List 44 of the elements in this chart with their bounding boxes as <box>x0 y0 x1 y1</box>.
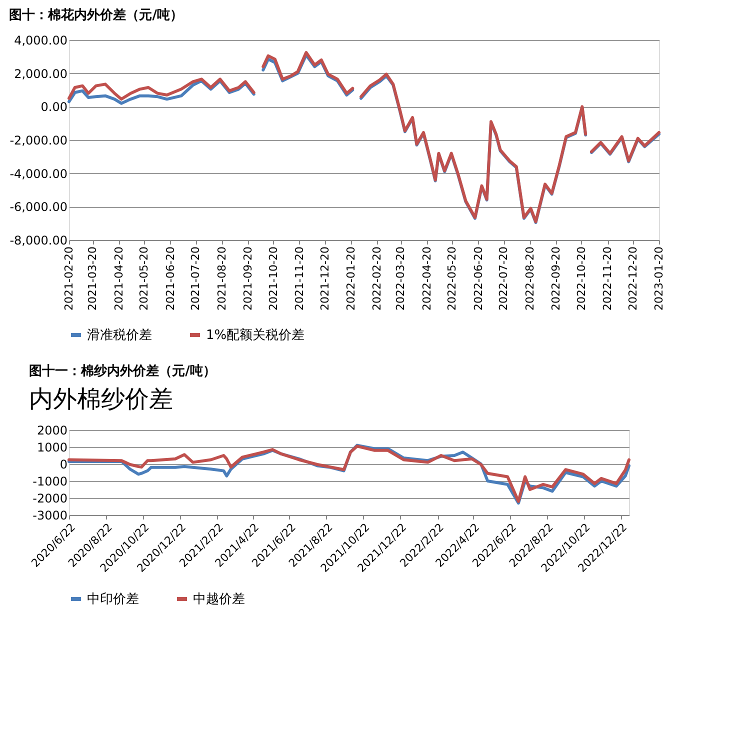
y-tick-label: -6,000.00 <box>10 200 68 214</box>
y-tick-label: 1000 <box>36 440 68 454</box>
x-tick-label: 2022-03-20 <box>394 246 408 310</box>
x-tick-label: 2021-07-20 <box>189 246 202 310</box>
y-tick-label: 2,000.00 <box>14 66 68 81</box>
x-tick-label: 2022-06-20 <box>472 246 485 310</box>
x-tick-label: 2022-11-20 <box>601 246 614 310</box>
x-tick-label: 2021-11-20 <box>292 246 306 310</box>
y-tick-label: -2000 <box>32 492 68 506</box>
x-tick-label: 2022-05-20 <box>446 246 459 310</box>
legend-label: 中越价差 <box>193 592 245 607</box>
x-tick-label: 2022-08-20 <box>523 246 536 310</box>
x-tick-label: 2022-09-20 <box>550 246 563 310</box>
x-tick-label: 2022-02-20 <box>370 246 384 310</box>
x-tick-label: 2022-07-20 <box>497 246 510 310</box>
x-tick-label: 2022-10-20 <box>574 246 588 310</box>
y-tick-label: -1000 <box>32 474 68 488</box>
y-tick-label: -3000 <box>32 508 68 522</box>
x-tick-label: 2021-10-20 <box>266 246 280 310</box>
x-tick-label: 2021-12-20 <box>318 246 332 310</box>
y-tick-label: -8,000.00 <box>10 234 68 248</box>
chart-subtitle: 内外棉纱价差 <box>29 385 174 413</box>
legend-label: 中印价差 <box>87 592 139 607</box>
y-tick-label: 4,000.00 <box>14 34 68 48</box>
x-tick-label: 2021-02-20 <box>62 246 76 310</box>
x-tick-label: 2021-06-20 <box>164 246 177 310</box>
x-tick-label: 2022-01-20 <box>344 246 358 310</box>
x-tick-label: 2022-12-20 <box>626 246 640 310</box>
y-tick-label: -2,000.00 <box>10 134 68 148</box>
legend-label: 滑准税价差 <box>87 328 152 343</box>
x-tick-label: 2021-04-20 <box>112 246 126 310</box>
y-tick-label: 0 <box>60 458 68 472</box>
y-tick-label: 2000 <box>36 424 68 438</box>
x-tick-label: 2021-03-20 <box>86 246 100 310</box>
y-tick-label: -4,000.00 <box>10 166 68 181</box>
x-tick-label: 2022-04-20 <box>420 246 434 310</box>
legend-label: 1%配额关税价差 <box>206 328 305 343</box>
chart-title: 图十一：棉纱内外价差（元/吨） <box>29 364 216 379</box>
x-tick-label: 2021-09-20 <box>241 246 254 310</box>
x-tick-label: 2021-05-20 <box>138 246 151 310</box>
y-tick-label: 0.00 <box>40 100 68 114</box>
x-tick-label: 2021-08-20 <box>215 246 228 310</box>
x-tick-label: 2023-01-20 <box>652 246 666 310</box>
chart-title: 图十：棉花内外价差（元/吨） <box>9 8 183 23</box>
